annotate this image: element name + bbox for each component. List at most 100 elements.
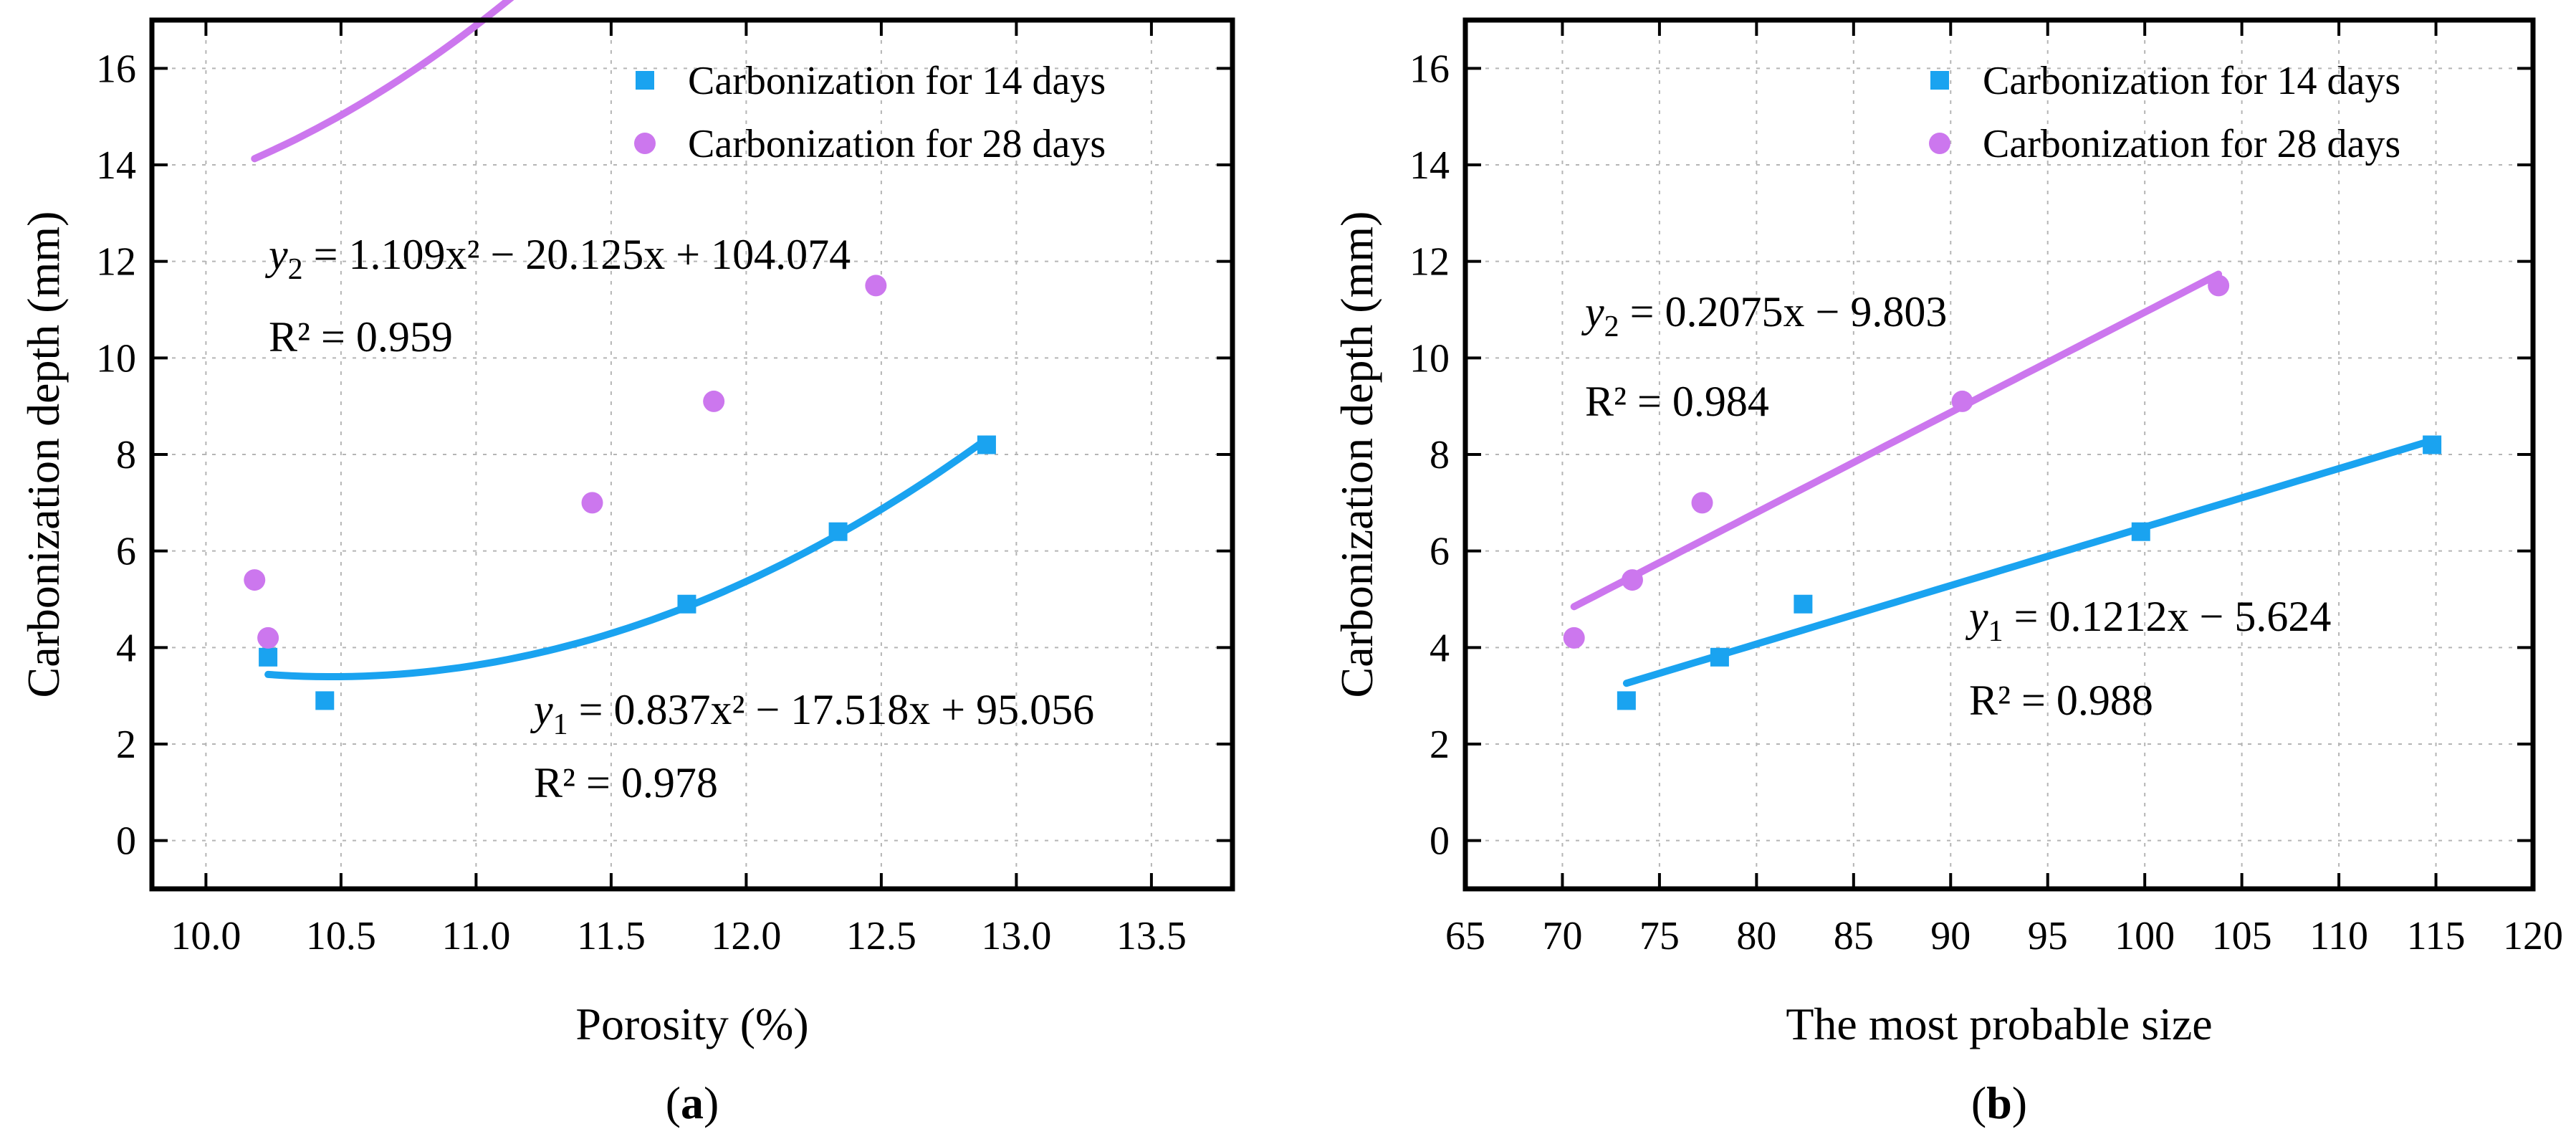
equation-rhs: = 1.109x² − 20.125x + 104.074: [303, 231, 851, 278]
y-tick-label: 2: [116, 723, 136, 767]
y-tick-label: 2: [1430, 723, 1450, 767]
panel-a-chart: 10.0 10.5 11.0 11.5 12.0 12.5 13.0 13.5 0 2 4 6 8 10 1…: [18, 0, 1235, 1128]
r-squared: R² = 0.988: [1969, 677, 2153, 724]
plot-frame: [149, 17, 1235, 892]
y-tick-label: 16: [96, 47, 136, 91]
equation-subscript: 2: [1604, 310, 1619, 343]
y-tick-label: 8: [116, 433, 136, 477]
data-point-square: [259, 647, 278, 667]
equation-rhs: = 0.2075x − 9.803: [1619, 288, 1948, 335]
equation-lhs: y: [530, 686, 553, 733]
y-tick-label: 8: [1430, 433, 1450, 477]
x-axis-label: Porosity (%): [575, 999, 808, 1049]
x-tick-label: 90: [1930, 914, 1971, 958]
x-tick-label: 11.5: [577, 914, 646, 958]
data-point-square: [2423, 435, 2442, 454]
grid-lines: [1465, 20, 2534, 889]
fit-equation: y1 = 0.837x² − 17.518x + 95.056: [530, 686, 1094, 741]
data-point-square: [977, 435, 996, 454]
y-tick-label: 16: [1409, 47, 1450, 91]
y-tick-label: 12: [1409, 240, 1450, 285]
y-tick-label: 0: [116, 819, 136, 864]
data-point-square: [1794, 594, 1813, 614]
series-1: y1 = 0.837x² − 17.518x + 95.056 R² = 0.97…: [259, 435, 1094, 806]
panel-label-close: ): [2012, 1077, 2027, 1128]
x-axis-label: The most probable size: [1786, 999, 2212, 1049]
data-point-square: [1617, 691, 1636, 710]
y-axis-label: Carbonization depth (mm): [1331, 211, 1382, 698]
x-tick-label: 11.0: [441, 914, 510, 958]
equation-subscript: 2: [288, 253, 303, 286]
y-tick-label: 4: [116, 626, 136, 670]
data-point-circle: [865, 275, 887, 297]
panel-label-letter: b: [1986, 1077, 2012, 1128]
fit-equation: y2 = 1.109x² − 20.125x + 104.074: [264, 231, 851, 286]
x-tick-label: 120: [2503, 914, 2563, 958]
plot-frame: [1462, 17, 2536, 892]
equation-lhs: y: [264, 231, 288, 278]
y-axis-label: Carbonization depth (mm): [18, 211, 69, 698]
fit-curve-series-2: [251, 0, 514, 163]
legend-marker-circle: [1929, 133, 1950, 154]
x-tick-label: 10.0: [171, 914, 241, 958]
legend: Carbonization for 14 days Carbonization f…: [634, 59, 1106, 166]
x-tick-label: 75: [1639, 914, 1680, 958]
r-squared: R² = 0.959: [269, 313, 453, 361]
fit-curve-series-1: [264, 435, 990, 680]
x-tick-label: 12.0: [711, 914, 781, 958]
fit-curve-series-1: [1622, 437, 2436, 687]
y-tick-label: 14: [1409, 143, 1450, 188]
legend: Carbonization for 14 days Carbonization f…: [1929, 59, 2400, 166]
legend-label: Carbonization for 28 days: [1983, 122, 2400, 166]
x-tick-label: 105: [2212, 914, 2272, 958]
y-tick-label: 10: [96, 336, 136, 381]
data-point-circle: [703, 390, 725, 412]
data-point-square: [315, 691, 335, 710]
x-tick-label: 100: [2115, 914, 2175, 958]
x-tick-label: 13.0: [981, 914, 1051, 958]
data-point-square: [677, 594, 696, 614]
data-point-circle: [1691, 492, 1713, 514]
y-tick-label: 14: [96, 143, 136, 188]
x-tick-label: 110: [2309, 914, 2368, 958]
data-point-circle: [581, 492, 603, 514]
legend-label: Carbonization for 28 days: [688, 122, 1106, 166]
data-point-circle: [1621, 569, 1643, 591]
x-tick-label: 95: [2028, 914, 2068, 958]
legend-marker-circle: [634, 133, 656, 154]
data-point-circle: [244, 569, 266, 591]
panel-label: (a): [666, 1077, 719, 1128]
y-tick-label: 0: [1430, 819, 1450, 864]
equation-rhs: = 0.837x² − 17.518x + 95.056: [568, 686, 1095, 733]
x-tick-label: 70: [1542, 914, 1582, 958]
panel-label-close: ): [704, 1077, 719, 1128]
fit-curve-series-2: [1570, 270, 2223, 611]
data-point-circle: [1951, 390, 1973, 412]
panel-label-open: (: [666, 1077, 681, 1128]
data-point-circle: [1563, 626, 1585, 649]
panel-label-open: (: [1971, 1077, 1986, 1128]
x-tick-label: 85: [1834, 914, 1874, 958]
equation-lhs: y: [1965, 593, 1988, 640]
equation-subscript: 1: [1988, 615, 2003, 648]
legend-label: Carbonization for 14 days: [688, 59, 1106, 103]
data-point-circle: [2208, 275, 2230, 297]
y-tick-label: 6: [116, 530, 136, 574]
x-tick-label: 13.5: [1116, 914, 1187, 958]
legend-label: Carbonization for 14 days: [1983, 59, 2400, 103]
legend-marker-square: [1930, 71, 1949, 90]
grid-lines: [152, 20, 1232, 889]
x-tick-label: 115: [2407, 914, 2466, 958]
y-tick-label: 12: [96, 240, 136, 285]
data-point-square: [1710, 647, 1729, 667]
series-2: y2 = 1.109x² − 20.125x + 104.074 R² = 0.9…: [244, 0, 887, 649]
x-tick-label: 80: [1736, 914, 1776, 958]
axis-ticks: 10.0 10.5 11.0 11.5 12.0 12.5 13.0 13.5 0 2 4 6 8 10 1…: [96, 20, 1232, 958]
y-tick-label: 6: [1430, 530, 1450, 574]
fit-equation: y2 = 0.2075x − 9.803: [1581, 288, 1947, 343]
y-tick-label: 4: [1430, 626, 1450, 670]
r-squared: R² = 0.978: [534, 759, 718, 806]
